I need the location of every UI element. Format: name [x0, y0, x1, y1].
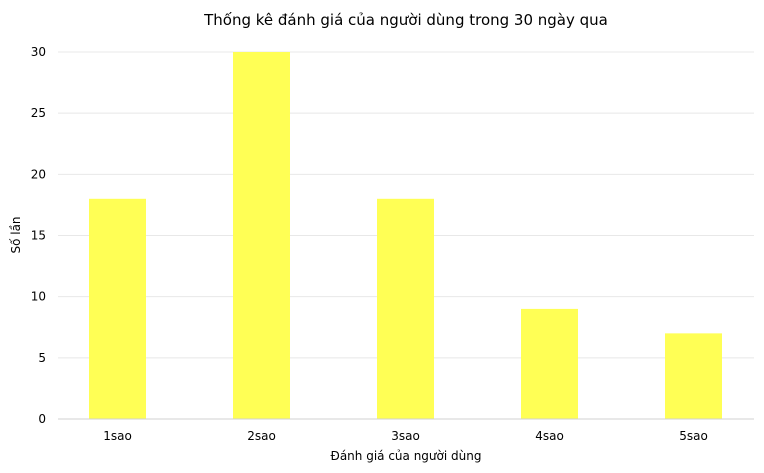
y-axis-ticks: 0 5 10 15 20 25 30: [31, 45, 46, 426]
y-tick-label: 20: [31, 167, 46, 181]
bar-3sao: [377, 198, 434, 419]
bar-5sao: [665, 333, 722, 419]
y-tick-label: 15: [31, 229, 46, 243]
chart-title: Thống kê đánh giá của người dùng trong 3…: [203, 11, 608, 29]
x-axis-ticks: 1sao 2sao 3sao 4sao 5sao: [103, 429, 708, 443]
x-axis-label: Đánh giá của người dùng: [331, 449, 482, 463]
bars: [89, 52, 722, 419]
y-tick-label: 25: [31, 106, 46, 120]
x-tick-label: 2sao: [247, 429, 276, 443]
x-tick-label: 1sao: [103, 429, 132, 443]
y-tick-label: 10: [31, 290, 46, 304]
bar-1sao: [89, 198, 146, 419]
y-tick-label: 0: [38, 412, 46, 426]
bar-2sao: [233, 52, 290, 419]
y-tick-label: 5: [38, 351, 46, 365]
x-tick-label: 3sao: [391, 429, 420, 443]
x-tick-label: 5sao: [679, 429, 708, 443]
bar-4sao: [521, 308, 578, 419]
y-axis-label: Số lần: [9, 216, 23, 253]
y-tick-label: 30: [31, 45, 46, 59]
x-tick-label: 4sao: [535, 429, 564, 443]
